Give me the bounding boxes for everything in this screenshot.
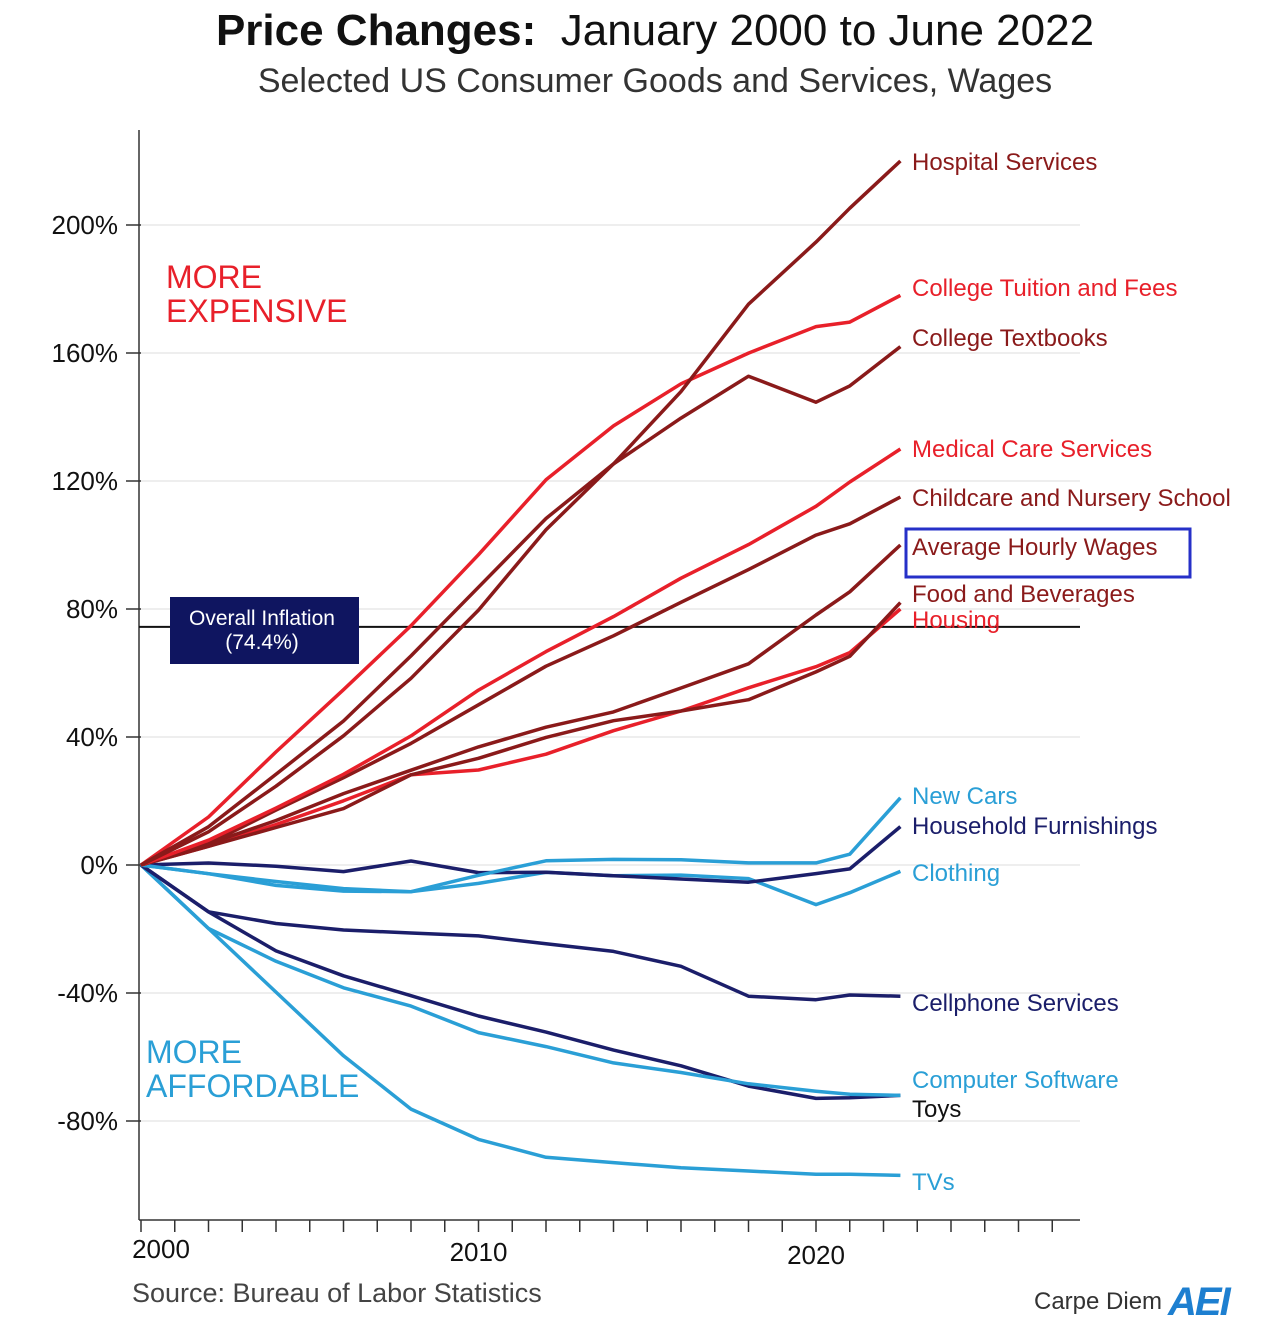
series-label: Computer Software	[912, 1067, 1119, 1094]
series-label: Average Hourly Wages	[912, 534, 1157, 561]
y-tick-label: 40%	[66, 722, 118, 752]
aei-logo: AEI	[1168, 1280, 1231, 1324]
series-label: Childcare and Nursery School	[912, 485, 1231, 512]
x-tick-label: 2020	[787, 1240, 845, 1270]
inflation-value: (74.4%)	[225, 631, 299, 654]
series-line-college-textbooks	[140, 345, 902, 867]
series-label: College Textbooks	[912, 325, 1108, 352]
y-tick-label: 160%	[52, 338, 119, 368]
more-affordable-label: AFFORDABLE	[146, 1068, 359, 1104]
series-line-childcare-and-nursery-school	[140, 495, 902, 867]
title-rest: January 2000 to June 2022	[560, 6, 1095, 55]
brand-text: Carpe Diem	[1034, 1288, 1163, 1315]
y-tick-label: -40%	[57, 978, 118, 1008]
series-line-hospital-services	[140, 159, 902, 867]
series-line-household-furnishings	[140, 825, 902, 884]
series-label: Housing	[912, 607, 1000, 634]
series-line-new-cars	[140, 796, 902, 894]
series-label: New Cars	[912, 783, 1017, 810]
x-tick-label: 2000	[132, 1234, 190, 1264]
more-expensive-label: EXPENSIVE	[166, 293, 347, 329]
chart-title: Price Changes: January 2000 to June 2022	[0, 6, 1266, 56]
series-line-college-tuition-and-fees	[139, 293, 902, 867]
series-line-tvs	[139, 863, 901, 1178]
highlight-box	[904, 527, 1192, 579]
y-tick-label: 120%	[52, 466, 119, 496]
x-tick-label: 2010	[450, 1237, 508, 1267]
more-affordable-label: MORE	[146, 1034, 242, 1070]
series-line-housing	[140, 607, 902, 867]
series-line-computer-software	[139, 863, 901, 1098]
series-line-food-and-beverages	[140, 601, 902, 867]
series-label: TVs	[912, 1169, 955, 1196]
series-label: Household Furnishings	[912, 813, 1157, 840]
y-tick-label: 0%	[80, 850, 118, 880]
title-bold: Price Changes:	[215, 6, 537, 55]
inflation-label: Overall Inflation	[189, 607, 335, 630]
y-tick-label: 200%	[52, 210, 119, 240]
inflation-label-box	[170, 597, 359, 664]
series-label: Toys	[912, 1096, 961, 1123]
chart-subtitle: Selected US Consumer Goods and Services,…	[257, 62, 1053, 100]
series-label: College Tuition and Fees	[912, 275, 1178, 302]
series-label: Medical Care Services	[912, 436, 1152, 463]
y-tick-label: 80%	[66, 594, 118, 624]
series-line-toys	[140, 863, 901, 1101]
series-line-medical-care-services	[140, 447, 902, 867]
y-tick-label: -80%	[57, 1106, 118, 1136]
series-line-cellphone-services	[140, 863, 901, 1002]
more-expensive-label: MORE	[166, 259, 262, 295]
series-label: Clothing	[912, 860, 1000, 887]
series-label: Hospital Services	[912, 149, 1097, 176]
series-label: Food and Beverages	[912, 581, 1135, 608]
series-line-average-hourly-wages	[140, 543, 902, 867]
series-label: Cellphone Services	[912, 990, 1119, 1017]
source-note: Source: Bureau of Labor Statistics	[132, 1278, 542, 1308]
